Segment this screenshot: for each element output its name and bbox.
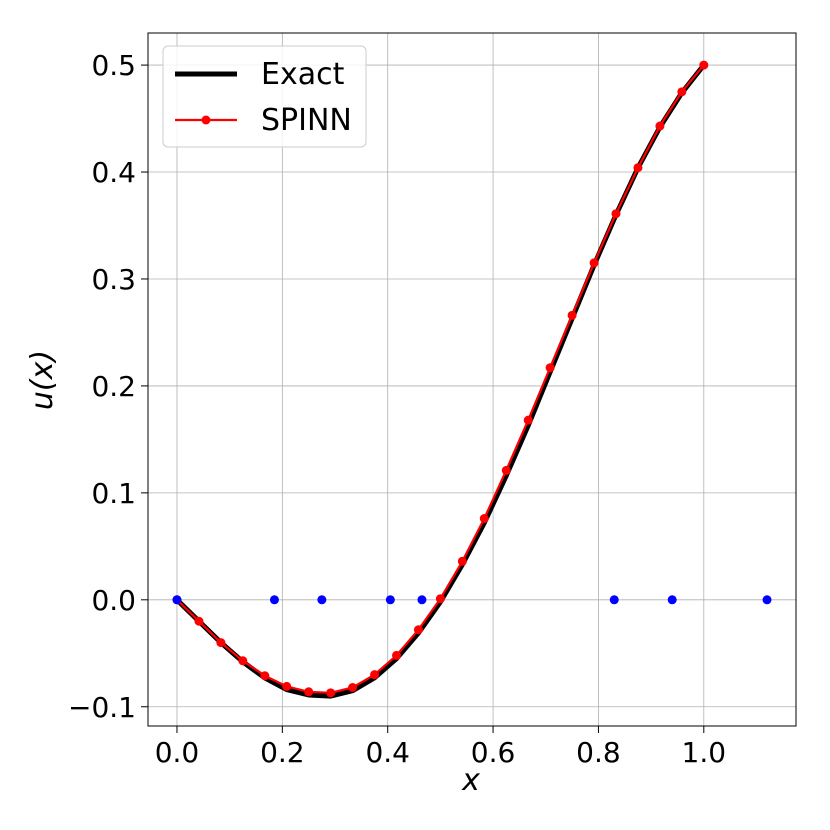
blue-point [417, 595, 427, 605]
legend-label: SPINN [261, 103, 352, 138]
series-point-spinn [677, 87, 687, 97]
series-point-spinn [348, 683, 358, 692]
series-point-spinn [699, 60, 709, 70]
blue-point [172, 595, 182, 605]
x-tick-label: 0.4 [365, 736, 410, 769]
series-point-spinn [501, 465, 511, 475]
series-point-spinn [567, 310, 577, 320]
legend-marker [201, 115, 211, 125]
x-tick-label: 0.6 [471, 736, 516, 769]
series-point-spinn [282, 681, 292, 691]
blue-point [269, 595, 279, 605]
y-tick-label: 0.3 [91, 263, 136, 296]
series-point-spinn [457, 556, 467, 566]
y-tick-label: 0.0 [91, 584, 136, 617]
series-point-spinn [589, 258, 599, 268]
ticks: 0.0 0.2 0.4 0.6 0.8 1.0 −0.1 0.0 0.1 0.2 0.3 0.4 0.5 [68, 49, 726, 769]
blue-point [762, 595, 772, 605]
series-point-spinn [655, 121, 665, 131]
x-tick-label: 1.0 [682, 736, 727, 769]
legend-box [162, 45, 367, 148]
grid [148, 33, 796, 726]
series-point-spinn [260, 671, 270, 681]
series-point-spinn [238, 656, 248, 666]
plot-series [172, 60, 772, 699]
x-tick-label: 0.0 [155, 736, 200, 769]
x-axis-label: x [461, 763, 480, 798]
series-point-spinn [479, 514, 489, 524]
blue-point [317, 595, 327, 605]
legend: Exact SPINN [162, 45, 367, 148]
blue-point [609, 595, 619, 605]
series-point-spinn [523, 415, 533, 425]
series-point-spinn [611, 209, 621, 219]
series-point-spinn [392, 650, 402, 660]
series-point-spinn [304, 687, 314, 697]
x-tick-label: 0.8 [576, 736, 621, 769]
series-point-spinn [216, 638, 226, 648]
y-tick-label: 0.2 [91, 370, 136, 403]
blue-point [667, 595, 677, 605]
series-point-spinn [413, 625, 423, 635]
series-point-spinn [370, 670, 380, 680]
series-point-spinn [326, 688, 336, 698]
y-tick-label: 0.1 [91, 477, 136, 510]
y-tick-label: 0.4 [91, 156, 136, 189]
x-tick-label: 0.2 [260, 736, 305, 769]
axes-frame [147, 32, 797, 727]
blue-point [385, 595, 395, 605]
series-point-spinn [435, 594, 445, 604]
y-tick-label: 0.5 [91, 49, 136, 82]
series-point-spinn [194, 616, 204, 626]
series-point-spinn [545, 363, 555, 373]
legend-label: Exact [261, 57, 345, 92]
y-tick-label: −0.1 [68, 691, 136, 724]
plot-frame [147, 32, 797, 727]
y-axis-label: u(x) [25, 350, 60, 410]
series-point-spinn [633, 163, 643, 173]
